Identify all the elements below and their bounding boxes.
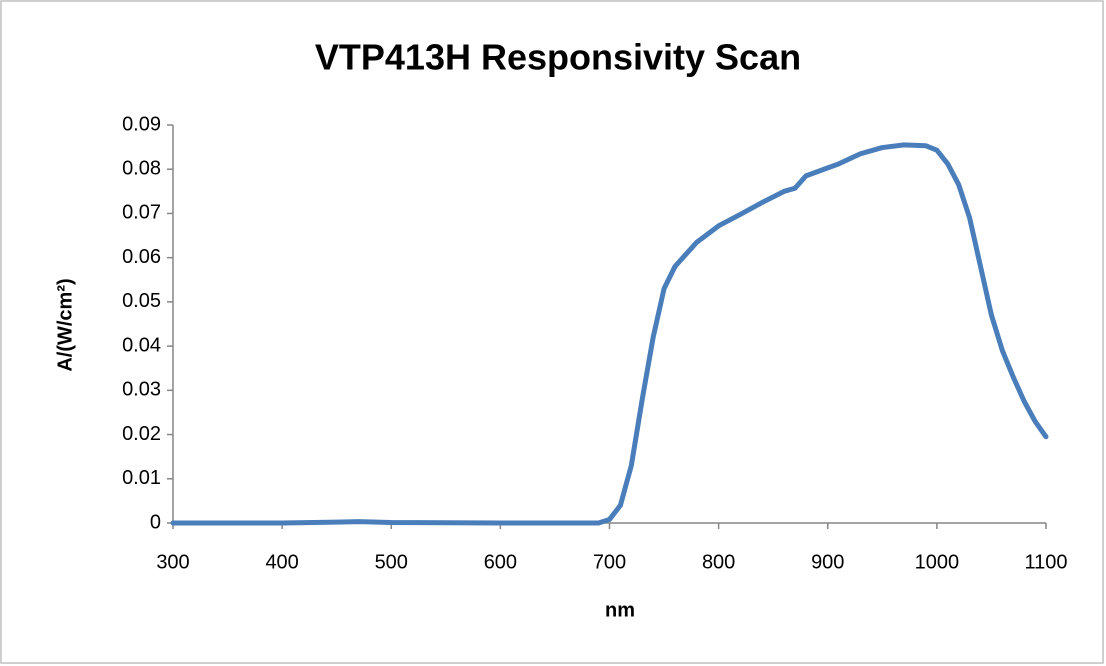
y-axis-label: A/(W/cm²) [54,278,76,371]
x-axis-label: nm [605,599,635,621]
x-tick-label: 400 [265,551,298,573]
y-tick-label: 0.09 [122,113,161,135]
x-tick-label: 500 [375,551,408,573]
y-tick-label: 0.03 [122,379,161,401]
x-tick-label: 1100 [1024,551,1067,573]
y-tick-label: 0 [150,511,161,533]
y-tick-label: 0.01 [122,467,161,489]
y-tick-label: 0.07 [122,202,161,224]
y-tick-label: 0.05 [122,290,161,312]
x-tick-label: 300 [156,551,189,573]
data-line [170,142,1049,526]
chart-title: VTP413H Responsivity Scan [315,37,801,78]
y-tick-label: 0.06 [122,246,161,268]
y-tick-label: 0.08 [122,158,161,180]
y-tick-label: 0.04 [122,334,161,356]
x-tick-label: 1000 [915,551,960,573]
x-tick-label: 700 [593,551,626,573]
x-tick-label: 600 [484,551,517,573]
x-tick-label: 900 [811,551,844,573]
y-tick-label: 0.02 [122,423,161,445]
x-tick-label: 800 [702,551,735,573]
